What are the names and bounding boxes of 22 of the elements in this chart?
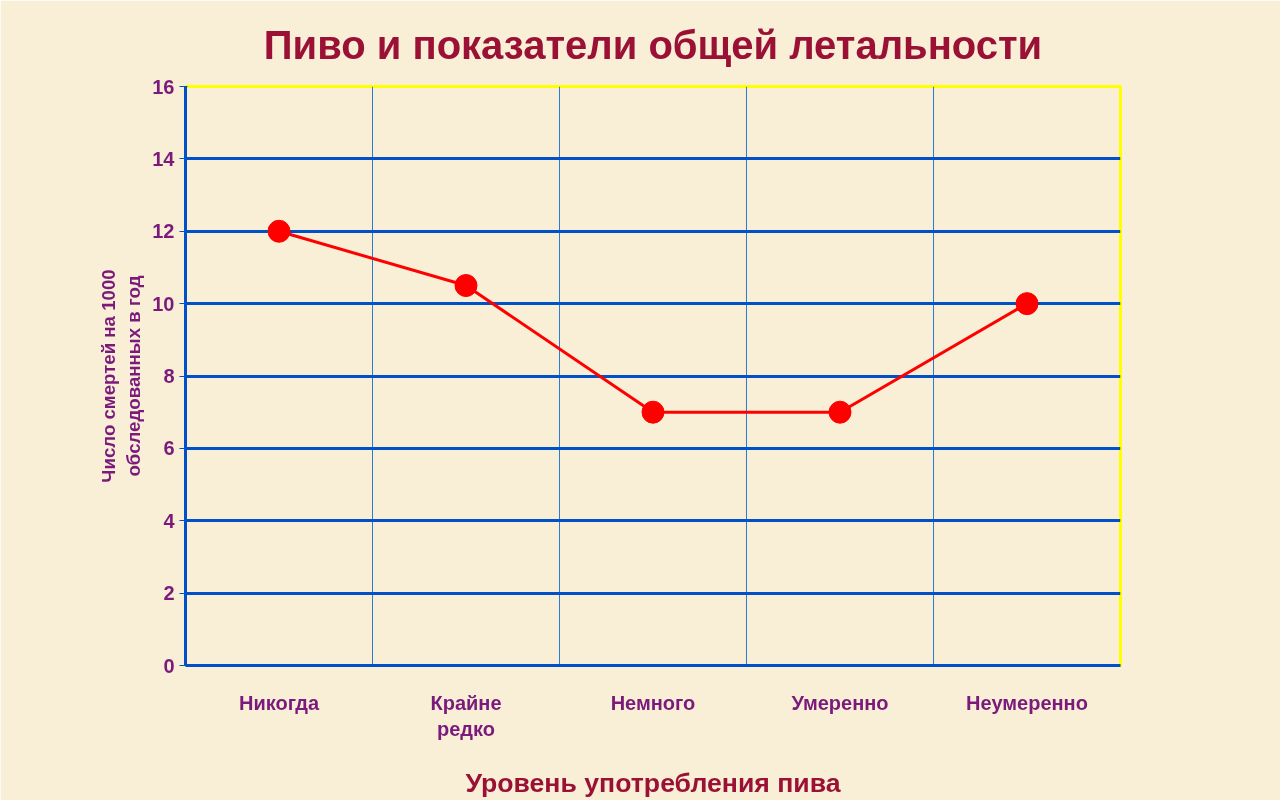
y-tick-label: 4 [163, 509, 176, 532]
y-tick-label: 12 [152, 220, 175, 243]
y-tick-label: 16 [152, 75, 175, 98]
y-tick-label: 14 [152, 147, 176, 170]
x-tick-label: Немного [610, 691, 696, 714]
x-axis-title: Уровень употребления пива [465, 767, 841, 798]
chart-title: Пиво и показатели общей летальности [263, 22, 1043, 67]
point [828, 400, 852, 424]
y-tick-label: 0 [163, 654, 175, 677]
point [1015, 292, 1039, 316]
x-tick-label: Умеренно [791, 691, 889, 714]
point [641, 400, 665, 424]
x-tick-label: Неумеренно [966, 691, 1088, 714]
point [267, 219, 291, 243]
y-tick-label: 8 [163, 365, 175, 387]
y-tick-label: 2 [163, 582, 175, 605]
y-tick-label: 10 [152, 292, 175, 315]
x-tick-label: Крайне редко [430, 691, 502, 740]
y-axis-title: Число смертей на 1000 обследованных в год [98, 269, 145, 483]
x-tick-label: Никогда [238, 691, 320, 714]
point [454, 274, 478, 298]
y-tick-label: 6 [163, 437, 175, 460]
